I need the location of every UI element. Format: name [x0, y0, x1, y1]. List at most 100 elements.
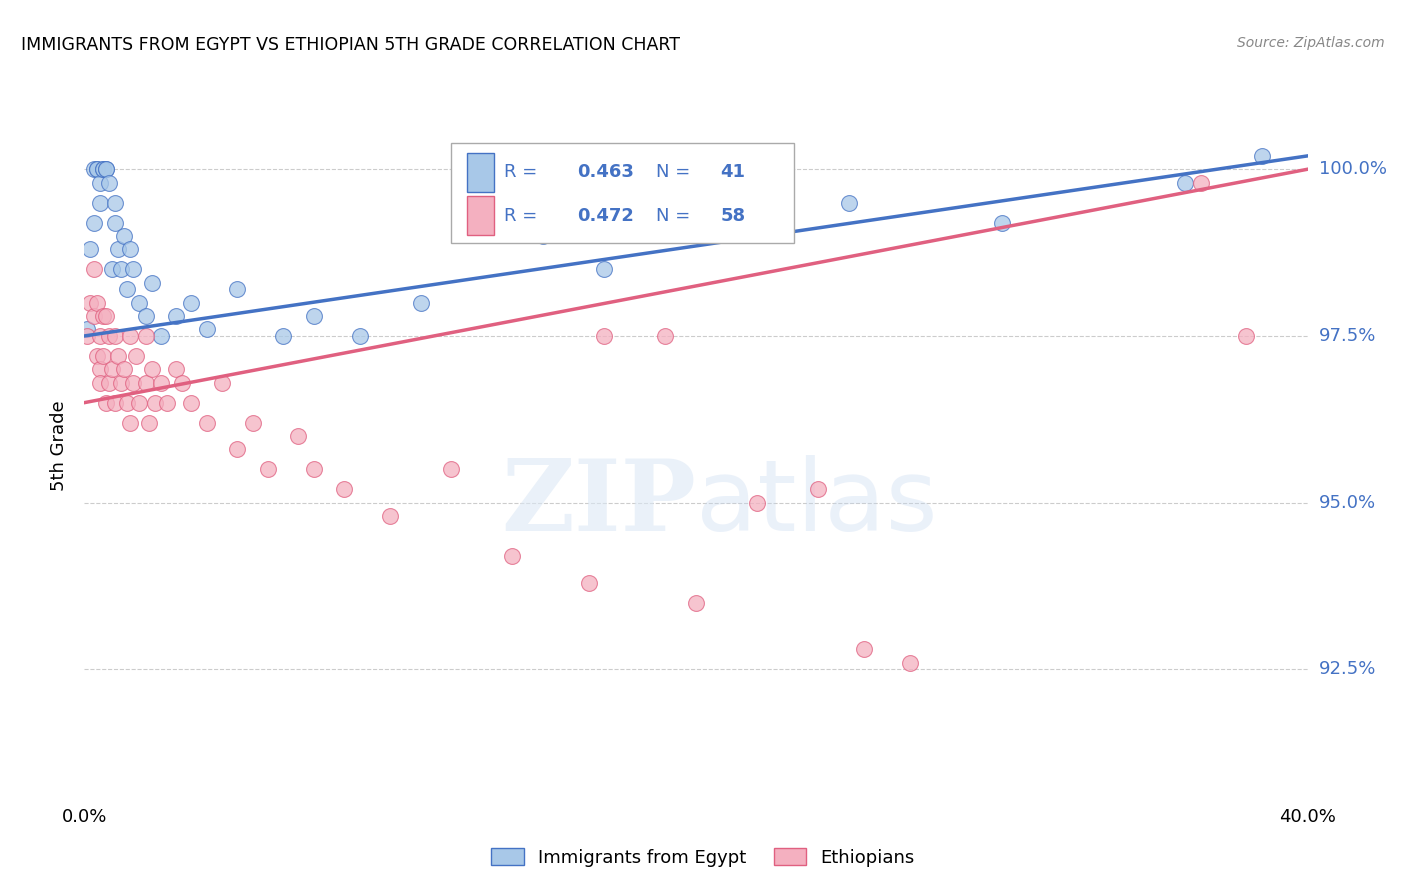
Point [128, 395, 150, 409]
Point [1250, 149, 1272, 163]
Point [89, 195, 111, 210]
Point [745, 496, 768, 510]
Point [91, 162, 114, 177]
Point [349, 329, 371, 343]
Text: Source: ZipAtlas.com: Source: ZipAtlas.com [1237, 36, 1385, 50]
Text: ZIP: ZIP [501, 455, 696, 551]
Bar [467, 196, 494, 235]
Point [135, 376, 157, 390]
Point [141, 362, 163, 376]
Point [501, 549, 523, 563]
Text: 97.5%: 97.5% [1319, 327, 1376, 345]
Point [115, 395, 138, 409]
Point [138, 416, 160, 430]
Point [107, 349, 129, 363]
Point [135, 329, 157, 343]
Point [104, 216, 127, 230]
Point [122, 262, 145, 277]
Point [104, 395, 127, 409]
Point [86, 295, 108, 310]
Point [1234, 329, 1257, 343]
Point [86, 349, 108, 363]
Point [110, 376, 132, 390]
Bar [467, 153, 494, 192]
Point [654, 329, 676, 343]
Text: atlas: atlas [696, 455, 938, 551]
Point [83, 162, 105, 177]
Point [120, 242, 142, 256]
Point [76, 329, 98, 343]
Point [143, 395, 166, 409]
Point [195, 416, 218, 430]
Point [380, 509, 402, 524]
Point [76, 322, 98, 336]
Point [302, 462, 325, 476]
Point [97, 329, 120, 343]
Point [1174, 176, 1197, 190]
Point [180, 395, 202, 409]
Point [440, 462, 463, 476]
Point [165, 362, 187, 376]
Text: 95.0%: 95.0% [1319, 493, 1376, 512]
Point [593, 329, 616, 343]
Point [91, 162, 114, 177]
Point [1189, 176, 1212, 190]
Point [104, 329, 127, 343]
Point [149, 329, 172, 343]
Y-axis label: 5th Grade: 5th Grade [51, 401, 69, 491]
Point [112, 362, 135, 376]
Point [271, 329, 294, 343]
Point [101, 262, 124, 277]
Point [165, 309, 187, 323]
Point [89, 329, 111, 343]
Point [83, 309, 105, 323]
Legend: Immigrants from Egypt, Ethiopians: Immigrants from Egypt, Ethiopians [484, 841, 922, 874]
Text: R =: R = [503, 207, 543, 225]
FancyBboxPatch shape [451, 143, 794, 243]
Point [86, 162, 108, 177]
Point [91, 349, 114, 363]
Point [287, 429, 309, 443]
Text: 0.463: 0.463 [578, 163, 634, 181]
Text: R =: R = [503, 163, 543, 181]
Text: 0.472: 0.472 [578, 207, 634, 225]
Point [135, 309, 157, 323]
Point [89, 376, 111, 390]
Point [120, 416, 142, 430]
Point [89, 362, 111, 376]
Point [79, 242, 101, 256]
Point [94, 309, 117, 323]
Point [97, 376, 120, 390]
Text: 58: 58 [720, 207, 745, 225]
Point [302, 309, 325, 323]
Point [83, 262, 105, 277]
Text: N =: N = [655, 207, 696, 225]
Point [242, 416, 264, 430]
Point [97, 176, 120, 190]
Point [141, 276, 163, 290]
Point [101, 362, 124, 376]
Point [685, 596, 707, 610]
Point [745, 216, 768, 230]
Point [853, 642, 876, 657]
Point [83, 216, 105, 230]
Point [94, 162, 117, 177]
Text: IMMIGRANTS FROM EGYPT VS ETHIOPIAN 5TH GRADE CORRELATION CHART: IMMIGRANTS FROM EGYPT VS ETHIOPIAN 5TH G… [21, 36, 681, 54]
Point [156, 395, 179, 409]
Point [91, 309, 114, 323]
Point [110, 262, 132, 277]
Point [531, 228, 554, 243]
Text: 100.0%: 100.0% [1319, 161, 1386, 178]
Point [578, 575, 600, 590]
Point [333, 483, 356, 497]
Point [128, 295, 150, 310]
Point [593, 262, 616, 277]
Point [149, 376, 172, 390]
Text: 41: 41 [720, 163, 745, 181]
Point [807, 483, 830, 497]
Point [409, 295, 432, 310]
Point [120, 329, 142, 343]
Point [180, 295, 202, 310]
Point [122, 376, 145, 390]
Text: 92.5%: 92.5% [1319, 660, 1376, 679]
